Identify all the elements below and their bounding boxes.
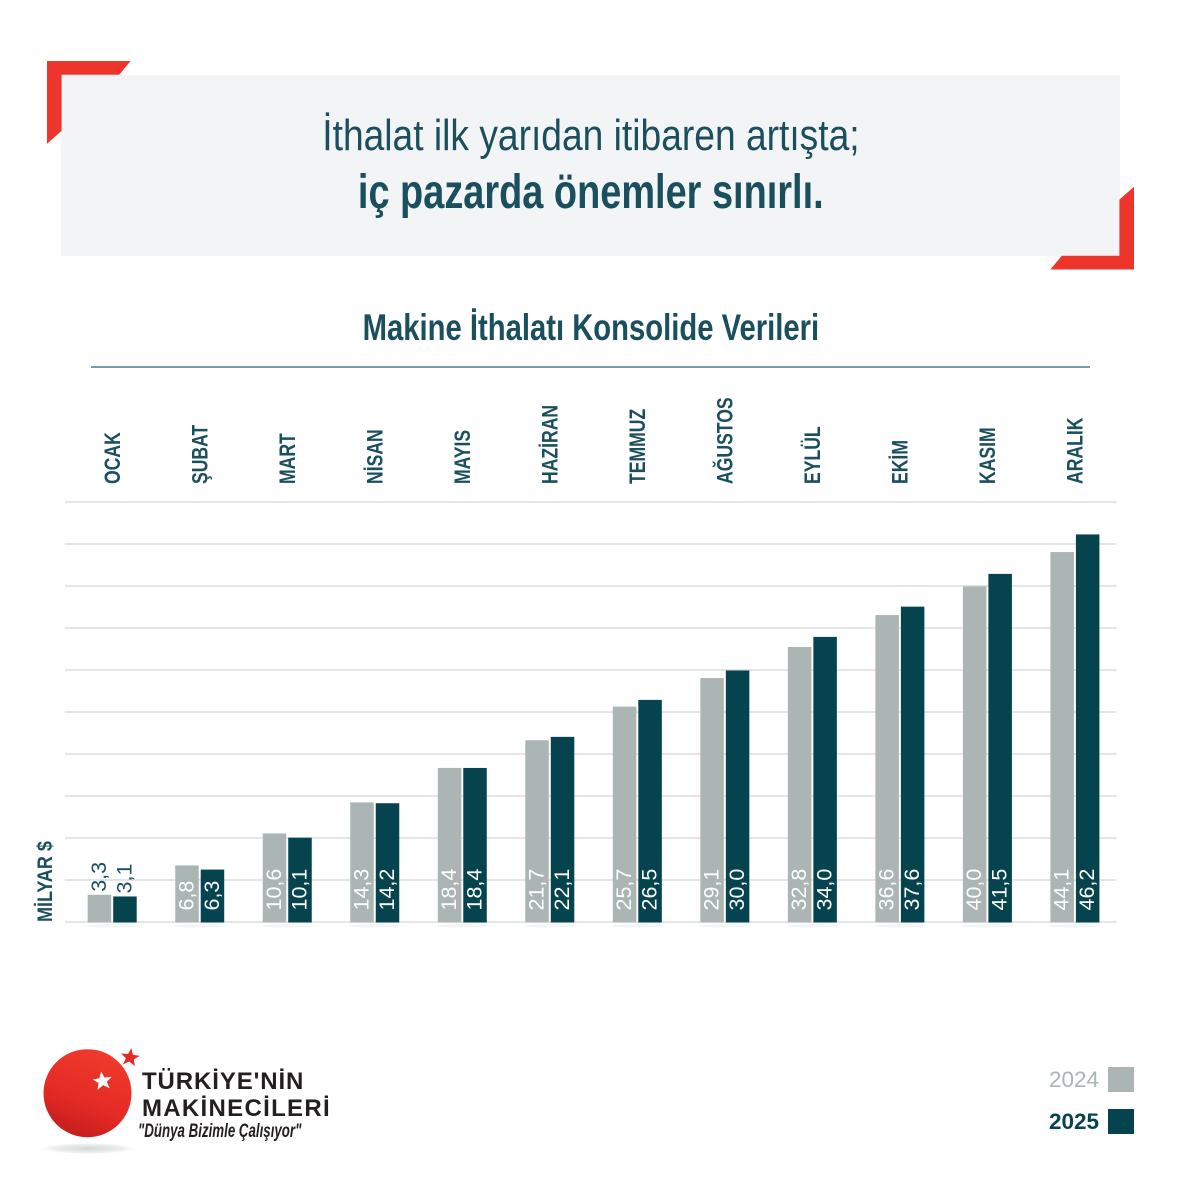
svg-text:14,3: 14,3 [349, 869, 373, 911]
svg-text:18,4: 18,4 [437, 869, 461, 911]
svg-text:22,1: 22,1 [550, 869, 574, 911]
svg-text:25,7: 25,7 [612, 869, 636, 911]
svg-text:36,6: 36,6 [875, 869, 899, 911]
svg-text:26,5: 26,5 [637, 869, 661, 911]
svg-text:32,8: 32,8 [787, 869, 811, 911]
svg-text:21,7: 21,7 [524, 869, 548, 911]
svg-text:10,6: 10,6 [262, 869, 286, 911]
svg-text:TEMMUZ: TEMMUZ [626, 409, 650, 484]
svg-text:44,1: 44,1 [1050, 869, 1074, 911]
svg-text:ŞUBAT: ŞUBAT [189, 425, 213, 484]
svg-text:34,0: 34,0 [813, 869, 837, 911]
svg-text:29,1: 29,1 [699, 869, 723, 911]
svg-text:18,4: 18,4 [462, 869, 486, 911]
svg-text:NİSAN: NİSAN [363, 429, 388, 484]
svg-text:HAZİRAN: HAZİRAN [538, 405, 563, 484]
svg-text:OCAK: OCAK [101, 432, 125, 484]
svg-text:46,2: 46,2 [1075, 869, 1099, 911]
svg-text:37,6: 37,6 [900, 869, 924, 911]
svg-text:MAYIS: MAYIS [451, 430, 475, 484]
svg-text:AĞUSTOS: AĞUSTOS [713, 397, 738, 484]
svg-text:6,3: 6,3 [200, 881, 224, 911]
svg-text:KASIM: KASIM [976, 427, 1000, 484]
svg-text:ARALIK: ARALIK [1064, 417, 1088, 484]
svg-text:40,0: 40,0 [962, 869, 986, 911]
svg-text:6,8: 6,8 [174, 881, 198, 911]
svg-text:14,2: 14,2 [375, 869, 399, 911]
svg-text:MART: MART [276, 433, 300, 484]
svg-text:41,5: 41,5 [988, 869, 1012, 911]
svg-text:30,0: 30,0 [725, 869, 749, 911]
svg-text:EKİM: EKİM [888, 440, 913, 484]
svg-text:EYLÜL: EYLÜL [800, 426, 825, 484]
svg-text:3,3: 3,3 [87, 862, 111, 892]
svg-text:10,1: 10,1 [287, 869, 311, 911]
svg-text:MİLYAR $: MİLYAR $ [32, 841, 57, 922]
svg-text:3,1: 3,1 [112, 864, 136, 894]
